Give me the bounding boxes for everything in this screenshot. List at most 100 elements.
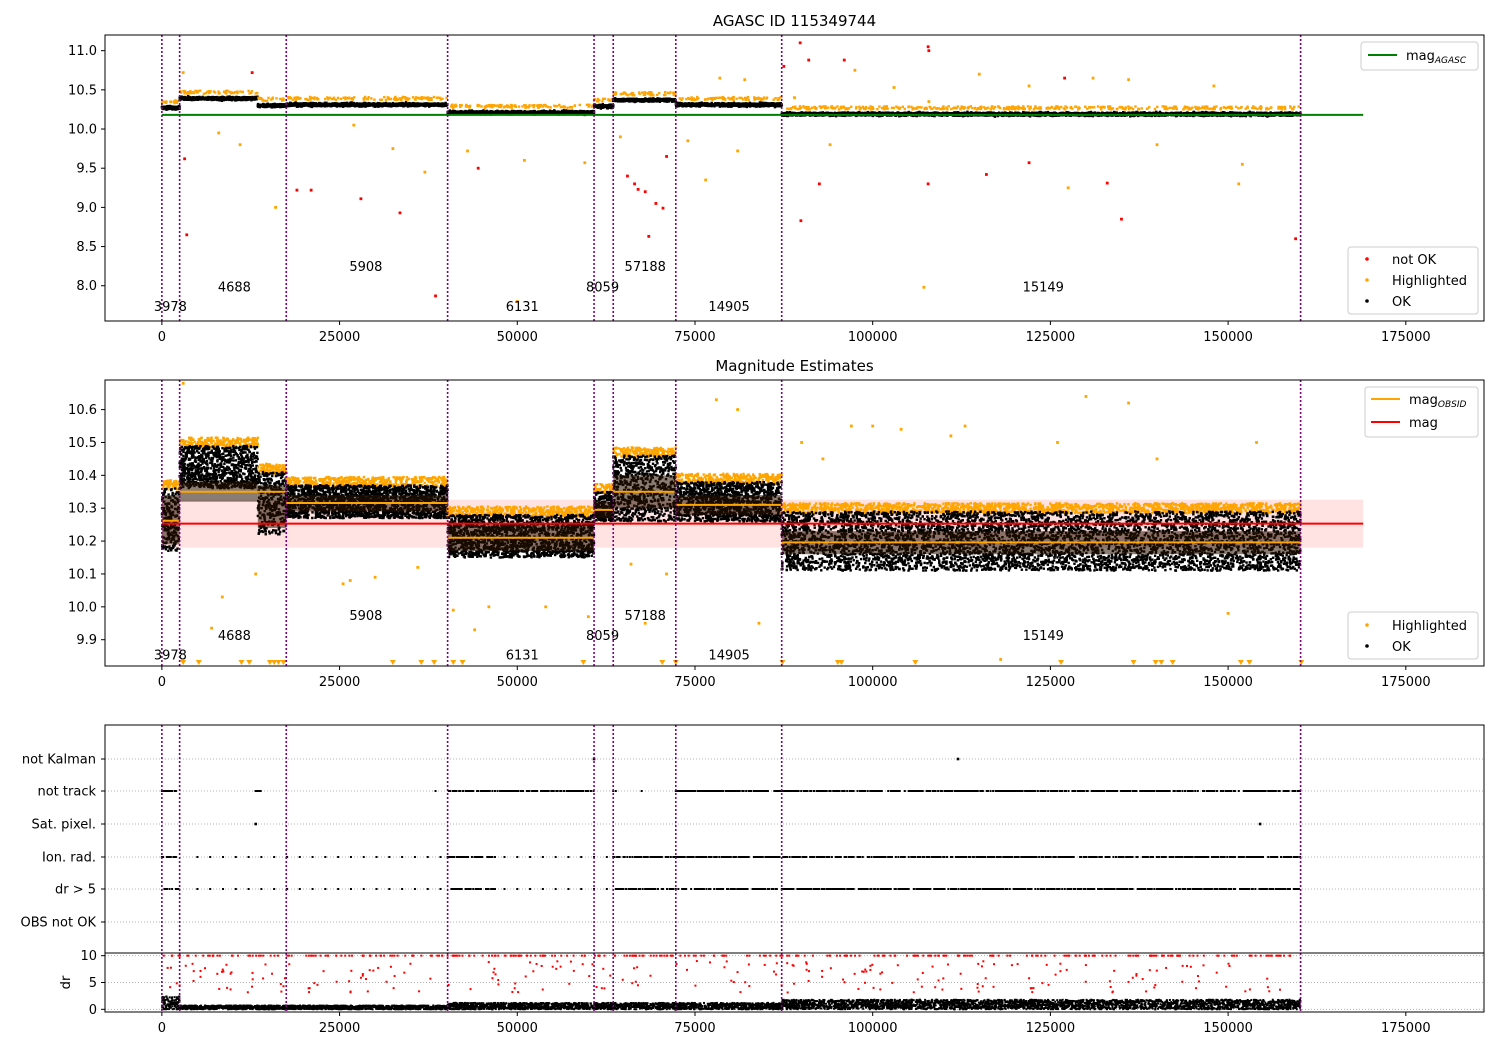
ok-point [400, 103, 403, 107]
highlighted-point [267, 96, 270, 100]
highlighted-point [487, 103, 491, 107]
ok-point [372, 102, 375, 105]
highlighted-point [249, 91, 253, 95]
highlighted-point [380, 98, 384, 101]
highlighted-point [232, 91, 235, 95]
highlighted-point [313, 97, 316, 101]
highlighted-point [194, 90, 198, 93]
highlighted-point [468, 104, 472, 108]
ok-point [167, 106, 170, 109]
highlighted-point [655, 93, 659, 97]
highlighted-point [370, 97, 373, 100]
highlighted-point [547, 105, 550, 109]
ok-point [425, 102, 428, 106]
highlighted-point [558, 103, 561, 107]
ok-point [374, 104, 378, 107]
ok-point [525, 111, 528, 115]
ok-point [548, 110, 551, 114]
highlighted-point [523, 103, 526, 107]
ok-point [397, 104, 400, 107]
highlighted-point [379, 98, 382, 101]
ok-point [236, 98, 239, 101]
ok-point [205, 97, 208, 100]
ok-point [566, 110, 570, 114]
ok-point [646, 98, 649, 102]
ok-point [193, 96, 196, 99]
highlighted-point [405, 97, 409, 100]
ok-point [358, 105, 361, 108]
highlighted-point [236, 91, 239, 95]
ok-point [556, 111, 559, 114]
ok-point [418, 103, 422, 107]
highlighted-point [264, 99, 267, 103]
ok-point [161, 105, 164, 108]
ok-point [267, 105, 271, 108]
ok-point [386, 104, 390, 107]
ok-point [484, 111, 488, 114]
ok-point [392, 104, 395, 108]
ok-point [384, 103, 388, 106]
highlighted-point [188, 91, 191, 95]
ok-point [203, 98, 206, 101]
ok-point [324, 103, 327, 106]
ok-point [624, 97, 627, 101]
highlighted-point [350, 97, 354, 100]
ok-point [402, 104, 405, 108]
highlighted-point [182, 90, 186, 93]
ok-point [665, 97, 669, 101]
ok-point [332, 102, 335, 105]
ok-point [239, 98, 243, 102]
highlighted-point [172, 100, 176, 103]
highlighted-point [196, 91, 199, 94]
ok-point [653, 98, 656, 101]
highlighted-point [296, 96, 299, 99]
ok-point [467, 110, 470, 114]
ok-point [201, 95, 204, 99]
highlighted-point [642, 93, 646, 97]
ok-point [339, 103, 342, 106]
highlighted-point [298, 97, 301, 100]
highlighted-point [490, 104, 493, 107]
highlighted-point [324, 97, 327, 101]
highlighted-point [510, 104, 514, 107]
ok-point [650, 99, 654, 102]
ok-point [283, 104, 286, 107]
highlighted-point [189, 90, 192, 93]
highlighted-point [566, 106, 569, 109]
highlighted-point [305, 98, 308, 101]
ok-point [229, 98, 233, 101]
highlighted-point [288, 96, 291, 99]
highlighted-point [275, 97, 278, 100]
highlighted-point [587, 103, 590, 107]
ok-point [265, 105, 268, 109]
highlighted-point [384, 98, 388, 102]
highlighted-point [454, 103, 457, 107]
panel1-title: AGASC ID 115349744 [713, 12, 876, 30]
ok-point [388, 103, 392, 107]
ok-point [663, 99, 666, 103]
ok-point [250, 96, 254, 100]
highlighted-point [570, 105, 574, 109]
highlighted-point [430, 98, 433, 102]
ok-point [309, 105, 313, 108]
ok-point [197, 96, 201, 99]
highlighted-point [445, 96, 448, 100]
ok-point [219, 97, 222, 101]
highlighted-point [176, 99, 179, 103]
highlighted-point [401, 95, 405, 99]
highlighted-point [414, 98, 417, 101]
highlighted-point [308, 96, 312, 100]
ok-point [196, 98, 200, 101]
ok-point [326, 104, 329, 107]
highlighted-point [573, 104, 577, 107]
highlighted-point [179, 91, 183, 94]
ok-point [226, 95, 229, 99]
ok-point [383, 103, 386, 107]
ok-point [404, 102, 407, 105]
highlighted-point [261, 99, 264, 102]
ok-point [479, 110, 482, 113]
ok-point [241, 98, 244, 102]
ok-point [232, 97, 235, 101]
ok-point [207, 97, 210, 101]
highlighted-point [373, 98, 376, 101]
